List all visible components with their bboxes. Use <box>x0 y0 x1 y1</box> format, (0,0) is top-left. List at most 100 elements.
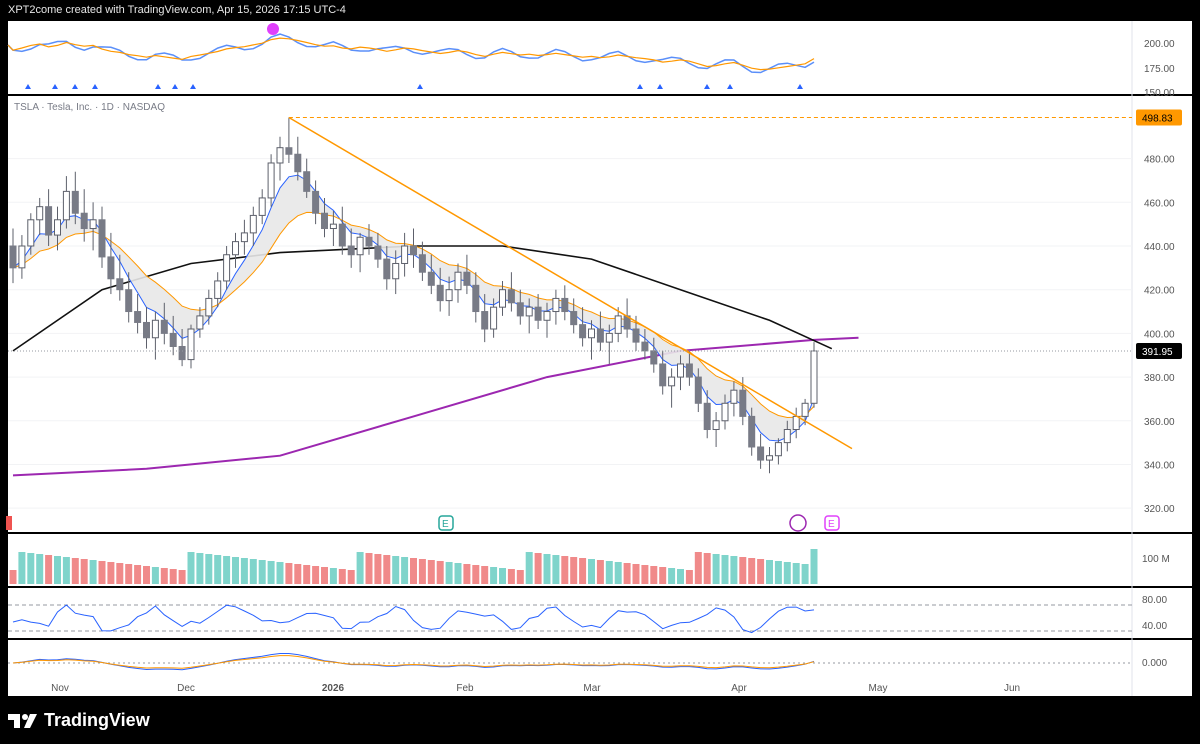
candle <box>561 285 569 321</box>
volume-bar <box>454 563 462 584</box>
candle <box>783 420 791 452</box>
volume-bar <box>151 567 159 584</box>
candle <box>534 294 542 330</box>
candle <box>338 206 346 255</box>
candle <box>774 438 782 465</box>
volume-bar <box>329 568 337 584</box>
macd-pane[interactable] <box>8 640 1192 696</box>
candle <box>134 294 142 334</box>
volume-bar <box>561 556 569 584</box>
candle <box>703 390 711 439</box>
volume-bar <box>810 549 818 584</box>
candle <box>258 189 266 225</box>
volume-bar <box>312 566 320 584</box>
volume-bar <box>418 559 426 584</box>
candle-body <box>303 171 311 192</box>
candle-body <box>401 245 409 264</box>
candle <box>285 117 293 163</box>
time-tick-label: Dec <box>177 683 195 694</box>
candle <box>748 407 756 456</box>
candle <box>125 272 133 323</box>
candle <box>71 171 79 225</box>
candle <box>267 154 275 207</box>
candle-body <box>561 297 569 313</box>
volume-bar <box>783 562 791 584</box>
candle <box>143 307 150 349</box>
price-label-text: 498.83 <box>1142 113 1173 124</box>
volume-bar <box>472 565 480 584</box>
candle-body <box>27 219 35 247</box>
candle-body <box>329 223 337 230</box>
volume-bar <box>232 557 239 584</box>
candle-body <box>418 254 426 273</box>
candle <box>659 350 667 395</box>
candle-body <box>499 289 506 308</box>
volume-bar <box>249 559 257 584</box>
volume-bar <box>9 570 17 584</box>
volume-bar <box>659 567 667 584</box>
volume-bar <box>427 560 435 584</box>
trendline[interactable] <box>8 116 1132 450</box>
candle-body <box>516 302 524 317</box>
candle-body <box>267 162 275 199</box>
volume-bar <box>499 568 506 584</box>
volume-bar <box>178 570 186 584</box>
candle-body <box>169 332 177 347</box>
candle-body <box>356 236 364 256</box>
volume-bar <box>757 559 765 584</box>
price-labels: 498.83 391.95 <box>1136 109 1182 359</box>
volume-bar <box>80 559 88 584</box>
volume-bar <box>303 565 311 584</box>
candle-body <box>525 306 533 317</box>
candle-body <box>668 376 676 387</box>
time-tick-label: Mar <box>583 683 601 694</box>
candle-body <box>338 223 346 247</box>
volume-bar <box>276 562 284 584</box>
candle-body <box>801 402 809 417</box>
volume-bar <box>507 569 515 584</box>
top-indicator-arrow <box>172 84 178 89</box>
candle-body <box>223 254 231 282</box>
rsi-pane[interactable] <box>8 588 1192 638</box>
candle <box>18 235 26 279</box>
candle-body <box>730 389 738 404</box>
candle <box>329 211 337 246</box>
candle-body <box>445 289 453 302</box>
candle-body <box>694 376 702 404</box>
price-tick-label: 420.00 <box>1144 286 1175 297</box>
volume-bar <box>668 568 676 584</box>
earnings-icon <box>438 515 454 531</box>
volume-bar <box>116 563 124 584</box>
candle-body <box>570 311 578 326</box>
event-edge-icon <box>6 516 12 530</box>
volume-bar <box>258 560 266 584</box>
chart-caption: XPT2come created with TradingView.com, A… <box>8 4 346 16</box>
candle-body <box>507 289 515 304</box>
candle <box>9 228 17 284</box>
volume-bar <box>614 562 622 584</box>
dividend-icon <box>789 514 807 532</box>
candle-body <box>98 219 106 258</box>
price-tick-label: 340.00 <box>1144 460 1175 471</box>
volume-bar <box>774 561 782 584</box>
earnings-marker-label: E <box>442 519 449 530</box>
candle <box>374 232 382 268</box>
chart-canvas[interactable]: 200.00 175.00 150.00 480.00 460.00 440.00 420… <box>0 0 1200 700</box>
candle <box>151 311 159 360</box>
top-indicator-arrow <box>52 84 58 89</box>
candle <box>499 280 506 316</box>
volume-bar <box>677 569 684 584</box>
volume-bar <box>36 554 44 584</box>
candle <box>276 136 284 181</box>
candle-body <box>436 284 444 302</box>
volume-bar <box>748 558 756 584</box>
candle-body <box>588 328 595 339</box>
candle-body <box>659 363 667 387</box>
candle <box>481 294 489 343</box>
candle-body <box>552 297 560 313</box>
candle-body <box>374 245 382 260</box>
volume-bar <box>401 557 409 584</box>
candle <box>89 202 97 251</box>
volume-bar <box>356 552 364 584</box>
